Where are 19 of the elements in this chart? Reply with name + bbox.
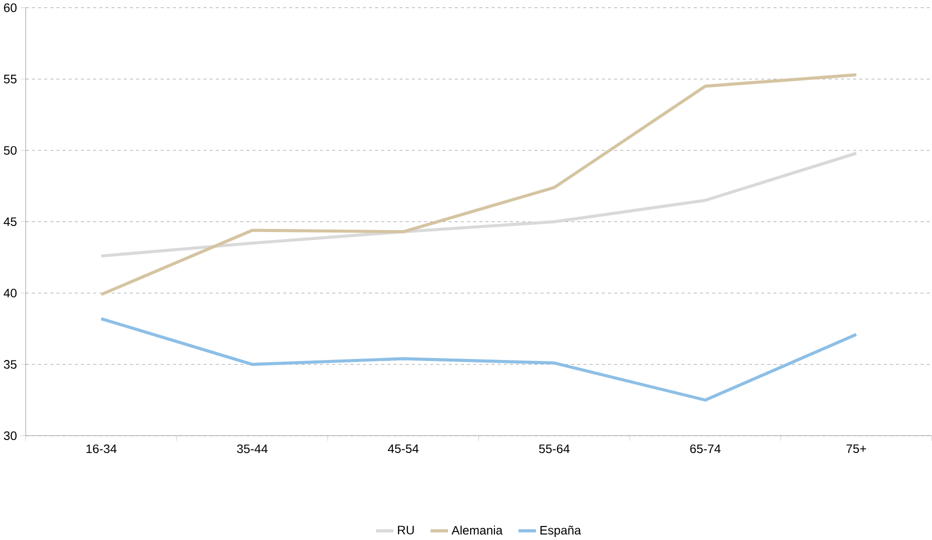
legend-label: Alemania	[452, 526, 503, 535]
y-tick-label: 60	[4, 3, 17, 12]
line-series	[100, 317, 858, 402]
line-series	[100, 73, 858, 296]
y-tick-label: 35	[4, 360, 17, 369]
x-tick-label: 75+	[846, 444, 866, 453]
x-tick-label: 65-74	[690, 444, 721, 454]
y-tick-label: 50	[4, 146, 17, 155]
x-tick-label: 35-44	[237, 444, 268, 454]
y-tick-label: 45	[4, 217, 17, 226]
x-tick-label: 45-54	[388, 444, 419, 453]
legend-label: España	[540, 526, 582, 537]
y-tick-label: 40	[4, 288, 17, 298]
legend-label: RU	[398, 526, 414, 534]
y-tick-label: 55	[4, 74, 17, 84]
y-tick-label: 30	[4, 431, 17, 440]
line-series	[100, 152, 858, 258]
x-tick-label: 55-64	[539, 444, 570, 454]
x-tick-label: 16-34	[86, 444, 117, 454]
